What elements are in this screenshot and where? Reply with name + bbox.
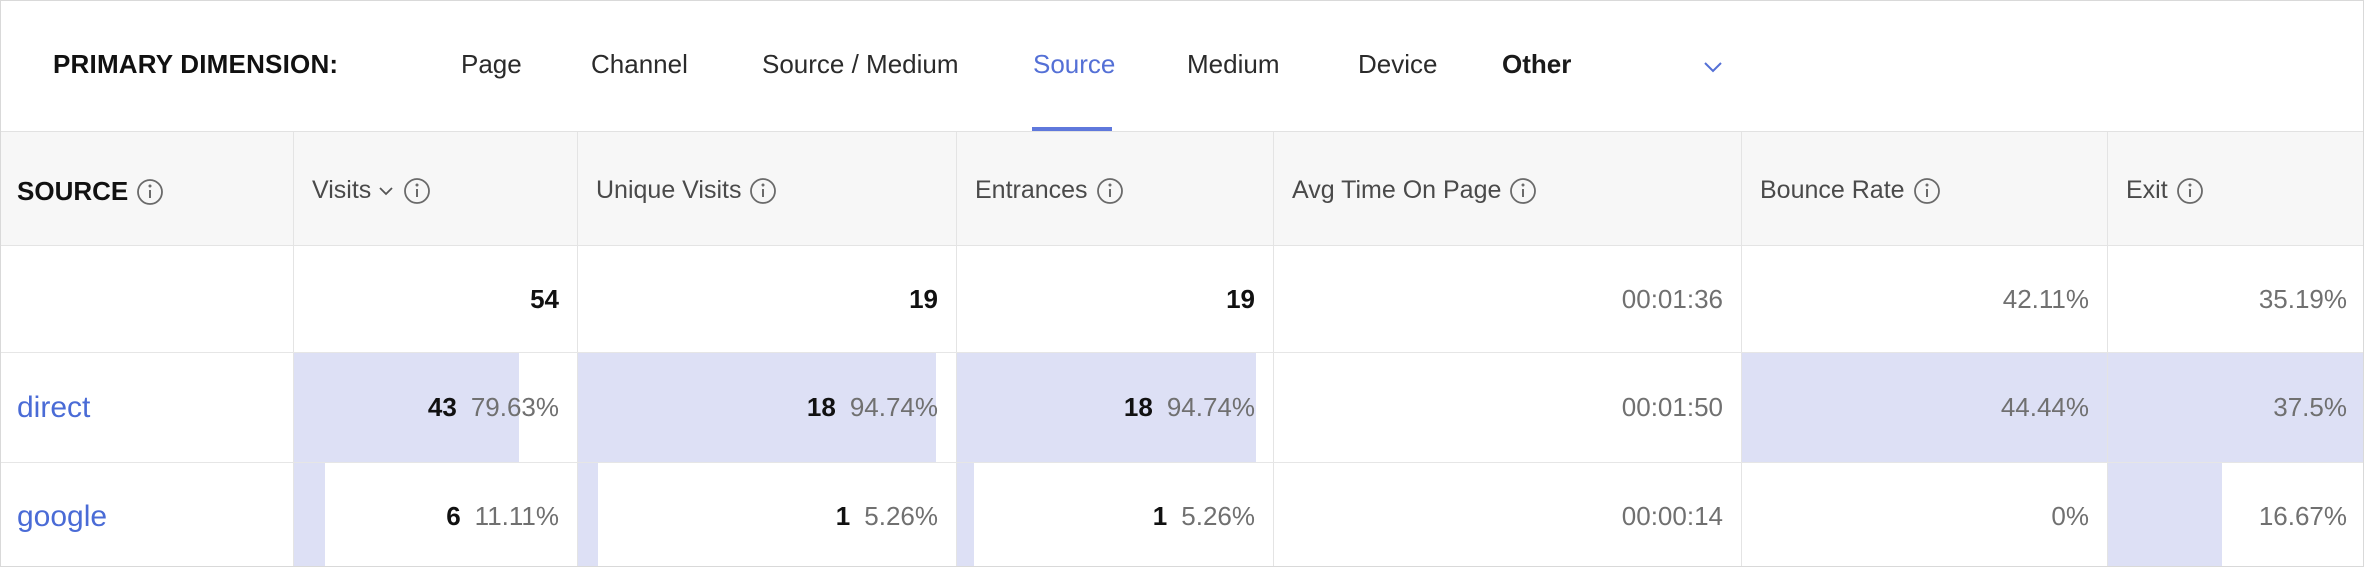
tab-source[interactable]: Source [1033,49,1116,79]
entrances-share-bar [957,463,974,566]
row-visits-cell: 6 11.11% [293,463,577,566]
header-exit-label: Exit [2126,176,2168,204]
unique-visits-share-bar [578,353,937,462]
totals-source-cell [1,246,293,352]
unique-visits-count: 18 [806,392,836,422]
totals-entrances: 19 [1226,283,1255,314]
row-entrances-cell: 18 94.74% [956,353,1273,462]
row-source-cell: google [1,463,293,566]
tab-page[interactable]: Page [461,49,522,79]
table-header-row: SOURCE Visits [1,132,2363,246]
sort-desc-icon[interactable] [377,182,395,200]
info-icon[interactable] [1913,177,1941,205]
tab-device[interactable]: Device [1358,49,1438,79]
totals-exit: 35.19% [2258,283,2347,314]
info-icon[interactable] [1509,177,1537,205]
totals-unique-visits-cell: 19 [577,246,956,352]
exit-bar [2108,463,2223,566]
header-visits[interactable]: Visits [293,132,577,245]
unique-visits-percent: 94.74% [849,392,938,422]
avg-time-value: 00:01:50 [1621,392,1723,422]
header-avg-time-label: Avg Time On Page [1292,176,1502,204]
row-entrances-cell: 1 5.26% [956,463,1273,566]
totals-avg-time: 00:01:36 [1621,283,1723,314]
row-source-cell: direct [1,353,293,462]
info-icon[interactable] [2176,177,2204,205]
header-avg-time[interactable]: Avg Time On Page [1273,132,1741,245]
totals-row: 54 19 19 00:01:36 42.11% 35.19% [1,246,2363,353]
entrances-share-bar [957,353,1257,462]
entrances-count: 1 [1152,501,1168,531]
row-bounce-rate-cell: 0% [1741,463,2107,566]
table-row[interactable]: google 6 11.11% 1 5.26% 1 5.26% 00:00:14 0% [1,463,2363,566]
totals-bounce-rate-cell: 42.11% [1741,246,2107,352]
totals-avg-time-cell: 00:01:36 [1273,246,1741,352]
row-avg-time-cell: 00:01:50 [1273,353,1741,462]
header-visits-label: Visits [312,176,372,204]
tab-channel[interactable]: Channel [591,49,688,79]
entrances-percent: 94.74% [1166,392,1255,422]
header-source: SOURCE [1,132,293,245]
active-tab-indicator [1032,127,1112,131]
visits-percent: 11.11% [474,501,559,531]
row-exit-cell: 37.5% [2107,353,2363,462]
row-bounce-rate-cell: 44.44% [1741,353,2107,462]
row-unique-visits-cell: 18 94.74% [577,353,956,462]
entrances-percent: 5.26% [1181,501,1255,531]
header-source-label: SOURCE [17,176,129,206]
visits-share-bar [294,353,520,462]
info-icon[interactable] [403,177,431,205]
totals-bounce-rate: 42.11% [2002,283,2089,314]
source-link-direct[interactable]: direct [17,390,91,424]
header-unique-visits[interactable]: Unique Visits [577,132,956,245]
row-visits-cell: 43 79.63% [293,353,577,462]
chevron-down-icon[interactable] [1701,55,1725,79]
visits-count: 43 [427,392,457,422]
unique-visits-percent: 5.26% [864,501,938,531]
visits-percent: 79.63% [470,392,559,422]
source-table: SOURCE Visits [1,132,2363,566]
totals-exit-cell: 35.19% [2107,246,2363,352]
header-bounce-rate[interactable]: Bounce Rate [1741,132,2107,245]
totals-visits-cell: 54 [293,246,577,352]
avg-time-value: 00:00:14 [1621,501,1723,531]
primary-dimension-bar: PRIMARY DIMENSION: Page Channel Source /… [1,1,2363,132]
tab-source-medium[interactable]: Source / Medium [762,49,959,79]
totals-unique-visits: 19 [909,283,938,314]
bounce-rate-value: 44.44% [2000,392,2089,422]
unique-visits-count: 1 [835,501,851,531]
exit-value: 37.5% [2273,392,2347,422]
row-unique-visits-cell: 1 5.26% [577,463,956,566]
header-unique-visits-label: Unique Visits [596,176,742,204]
header-entrances-label: Entrances [975,176,1088,204]
tab-medium[interactable]: Medium [1187,49,1280,79]
bounce-rate-value: 0% [2051,501,2089,531]
unique-visits-share-bar [578,463,598,566]
info-icon[interactable] [136,178,164,206]
primary-dimension-label: PRIMARY DIMENSION: [53,49,339,79]
exit-value: 16.67% [2258,501,2347,531]
table-row[interactable]: direct 43 79.63% 18 94.74% 18 94.74% 00:01:… [1,353,2363,463]
row-avg-time-cell: 00:00:14 [1273,463,1741,566]
info-icon[interactable] [1096,177,1124,205]
tab-other[interactable]: Other [1502,49,1572,79]
exit-bar [2108,353,2363,462]
visits-count: 6 [446,501,461,531]
header-exit[interactable]: Exit [2107,132,2363,245]
bounce-rate-bar [1742,353,2107,462]
entrances-count: 18 [1123,392,1153,422]
totals-visits: 54 [530,283,559,314]
row-exit-cell: 16.67% [2107,463,2363,566]
visits-share-bar [294,463,326,566]
totals-entrances-cell: 19 [956,246,1273,352]
header-bounce-rate-label: Bounce Rate [1760,176,1905,204]
source-link-google[interactable]: google [17,499,108,533]
info-icon[interactable] [749,177,777,205]
header-entrances[interactable]: Entrances [956,132,1273,245]
